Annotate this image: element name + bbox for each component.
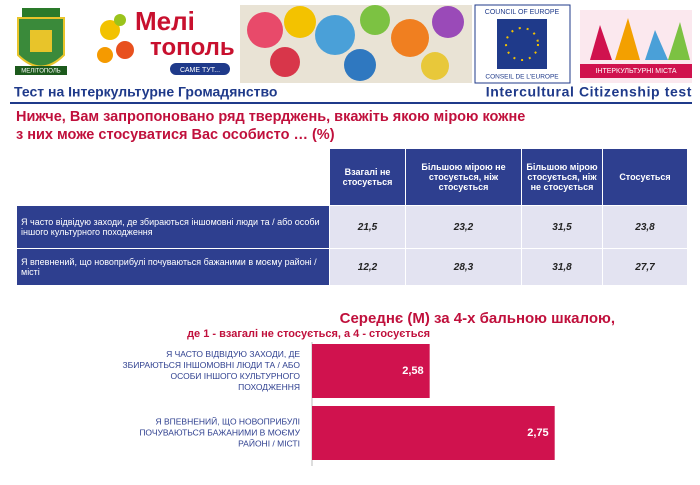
column-header: Більшою мірою не стосується, ніж стосуєт…: [405, 148, 522, 206]
city-crest: МЕЛІТОПОЛЬ: [15, 8, 67, 75]
title-en: Intercultural Citizenship test: [486, 84, 692, 100]
brand-top: Мелі: [135, 6, 195, 36]
column-header: Взагалі не стосується: [329, 148, 406, 206]
coe-en: COUNCIL OF EUROPE: [485, 9, 560, 16]
results-table: Взагалі не стосується Більшою мірою не с…: [16, 148, 688, 286]
coe-logo: COUNCIL OF EUROPE CONSEIL DE L'EUROPE: [474, 4, 571, 84]
slogan: САМЕ ТУТ...: [180, 67, 220, 74]
cell: 12,2: [329, 248, 406, 286]
row-label: Я впевнений, що новоприбулі почуваються …: [16, 248, 330, 286]
cell: 31,5: [521, 205, 603, 249]
cell: 21,5: [329, 205, 406, 249]
value-label: 2,75: [527, 427, 548, 439]
bar-chart: 2,58 2,75: [311, 342, 555, 466]
title-ua: Тест на Інтеркультурне Громадянство: [14, 84, 277, 100]
bar: [312, 344, 430, 398]
bar: [312, 406, 555, 460]
photo: [240, 5, 472, 83]
icc-label: ІНТЕРКУЛЬТУРНІ МІСТА: [595, 68, 676, 75]
brand-bottom: тополь: [150, 34, 235, 61]
category-label: Я ВПЕВНЕНИЙ, ЩО НОВОПРИБУЛІ ПОЧУВАЮТЬСЯ …: [139, 416, 300, 449]
empty-cell: [16, 148, 330, 206]
cell: 31,8: [521, 248, 603, 286]
chart-subtitle: де 1 - взагалі не стосується, а 4 - стос…: [187, 328, 430, 340]
icc-logo: ІНТЕРКУЛЬТУРНІ МІСТА: [580, 10, 692, 83]
brand-logo: Мелі тополь САМЕ ТУТ...: [97, 6, 235, 75]
row-label: Я часто відвідую заходи, де збираються і…: [16, 205, 330, 249]
cell: 23,8: [602, 205, 688, 249]
cell: 23,2: [405, 205, 522, 249]
coe-fr: CONSEIL DE L'EUROPE: [485, 74, 559, 81]
chart-title: Середнє (М) за 4-х бальною шкалою,: [339, 310, 615, 327]
column-header: Стосується: [602, 148, 688, 206]
value-label: 2,58: [402, 365, 423, 377]
column-header: Більшою мірою стосується, ніж не стосуєт…: [521, 148, 603, 206]
cell: 28,3: [405, 248, 522, 286]
category-label: Я ЧАСТО ВІДВІДУЮ ЗАХОДИ, ДЕ ЗБИРАЮТЬСЯ І…: [122, 349, 301, 392]
cell: 27,7: [602, 248, 688, 286]
question: Нижче, Вам запропоновано ряд тверджень, …: [16, 109, 526, 143]
crest-label: МЕЛІТОПОЛЬ: [21, 69, 61, 75]
